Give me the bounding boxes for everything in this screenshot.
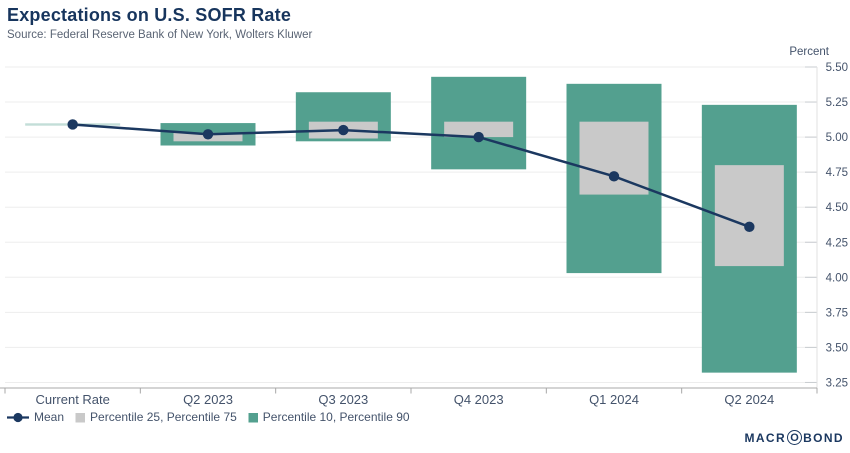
percentile-25-75-box xyxy=(579,121,649,195)
y-axis-unit-label: Percent xyxy=(789,46,829,58)
mean-point xyxy=(608,171,620,182)
page-title: Expectations on U.S. SOFR Rate xyxy=(7,5,292,25)
x-axis-label: Q3 2023 xyxy=(318,392,368,407)
y-axis-tick-label: 5.25 xyxy=(826,97,848,109)
y-axis-tick-label: 4.50 xyxy=(826,202,848,214)
chart-source: Source: Federal Reserve Bank of New York… xyxy=(7,28,313,41)
percentile-25-75-box xyxy=(444,121,514,138)
chart-canvas: 5.50 5.25 5.00 4.75 4.50 4.25 4.00 3.75 3.50 3.25… xyxy=(0,46,848,407)
x-axis-label: Q1 2024 xyxy=(589,392,639,407)
x-axis: Current Rate Q2 2023 Q3 2023 Q4 2023 Q1 2024… xyxy=(0,387,818,407)
x-axis-label: Q2 2023 xyxy=(183,392,233,407)
legend-box-marker-icon xyxy=(248,412,258,422)
chart-header: Expectations on U.S. SOFR Rate Source: F… xyxy=(7,5,312,41)
x-axis-label: Current Rate xyxy=(35,392,109,407)
mean-point xyxy=(67,119,78,130)
legend-label: Percentile 25, Percentile 75 xyxy=(90,410,237,424)
x-axis-label: Q4 2023 xyxy=(454,392,504,407)
mean-line xyxy=(72,123,750,228)
mean-point xyxy=(473,131,484,143)
mean-point xyxy=(338,124,349,136)
legend-label: Mean xyxy=(34,410,65,424)
y-axis-tick-label: 5.00 xyxy=(826,132,848,144)
mean-point xyxy=(202,129,214,140)
logo-circled-letter: O xyxy=(790,431,799,444)
legend-item-mean: Mean xyxy=(7,410,64,424)
x-axis-label: Q2 2024 xyxy=(724,392,774,407)
legend-box-marker-icon xyxy=(75,412,86,422)
mean-series xyxy=(67,119,755,233)
percentile-boxes xyxy=(25,76,797,373)
y-axis-tick-label: 4.25 xyxy=(826,237,848,249)
percentile-25-75-box xyxy=(714,165,784,267)
y-axis-tick-label: 4.75 xyxy=(826,167,848,179)
y-axis-tick-label: 3.50 xyxy=(826,342,848,354)
macrobond-logo: MACR O BOND xyxy=(744,430,844,445)
logo-text-prefix: MACR xyxy=(744,430,787,445)
legend-item-p25-p75: Percentile 25, Percentile 75 xyxy=(75,410,237,424)
legend-mean-marker-icon xyxy=(7,412,29,422)
y-grid: 5.50 5.25 5.00 4.75 4.50 4.25 4.00 3.75 3.50 3.25 xyxy=(5,62,848,389)
y-axis-tick-label: 4.00 xyxy=(826,272,848,284)
y-axis-tick-label: 3.25 xyxy=(826,377,848,389)
y-axis-tick-label: 3.75 xyxy=(826,307,848,319)
logo-text-suffix: BOND xyxy=(803,430,844,445)
chart-legend: Mean Percentile 25, Percentile 75 Percenti… xyxy=(7,410,410,424)
legend-item-p10-p90: Percentile 10, Percentile 90 xyxy=(248,410,410,424)
mean-point xyxy=(744,221,755,233)
logo-ring-o: O xyxy=(787,430,803,445)
y-axis-tick-label: 5.50 xyxy=(826,62,848,74)
legend-label: Percentile 10, Percentile 90 xyxy=(262,410,410,424)
